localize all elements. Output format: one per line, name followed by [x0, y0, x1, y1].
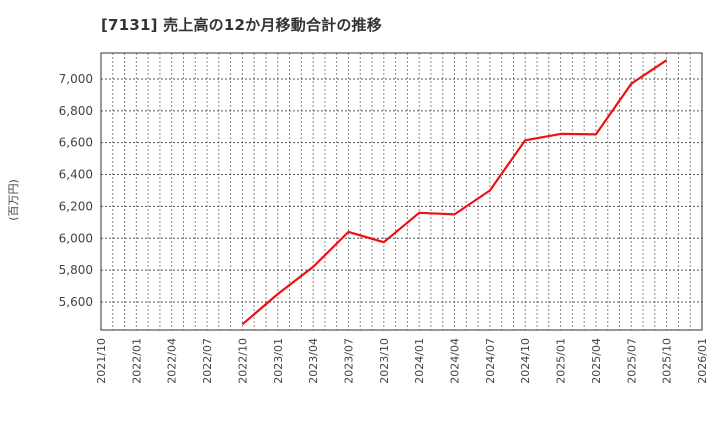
- y-tick-label: 6,400: [59, 168, 93, 182]
- gridlines: [101, 53, 702, 330]
- y-tick-label: 6,000: [59, 231, 93, 245]
- x-tick-label: 2026/01: [696, 338, 709, 384]
- x-tick-label: 2025/04: [590, 338, 603, 384]
- y-tick-label: 6,200: [59, 199, 93, 213]
- x-tick-label: 2023/01: [272, 338, 285, 384]
- x-tick-label: 2024/04: [449, 338, 462, 384]
- y-tick-label: 6,600: [59, 136, 93, 150]
- x-tick-label: 2023/04: [307, 338, 320, 384]
- x-tick-label: 2025/10: [661, 338, 674, 384]
- chart-title: [7131] 売上高の12か月移動合計の推移: [101, 16, 382, 34]
- y-tick-label: 5,600: [59, 295, 93, 309]
- y-tick-label: 6,800: [59, 104, 93, 118]
- x-axis-ticks: 2021/10 2022/01 2022/04 2022/07 2022/10 2023/…: [95, 338, 709, 384]
- x-tick-label: 2022/07: [201, 338, 214, 384]
- sales-line-series: [241, 59, 668, 326]
- y-tick-label: 5,800: [59, 263, 93, 277]
- plot-frame: [100, 52, 703, 331]
- x-tick-label: 2024/01: [413, 338, 426, 384]
- x-tick-label: 2023/10: [378, 338, 391, 384]
- y-axis-ticks: 5,600 5,800 6,000 6,200 6,400 6,600 6,800 7,000: [59, 72, 93, 309]
- x-tick-label: 2022/10: [236, 338, 249, 384]
- x-tick-label: 2025/01: [555, 338, 568, 384]
- x-tick-label: 2024/07: [484, 338, 497, 384]
- y-tick-label: 7,000: [59, 72, 93, 86]
- x-tick-label: 2022/04: [166, 338, 179, 384]
- x-tick-label: 2021/10: [95, 338, 108, 384]
- x-tick-label: 2025/07: [625, 338, 638, 384]
- x-tick-label: 2023/07: [342, 338, 355, 384]
- x-tick-label: 2024/10: [519, 338, 532, 384]
- x-tick-label: 2022/01: [130, 338, 143, 384]
